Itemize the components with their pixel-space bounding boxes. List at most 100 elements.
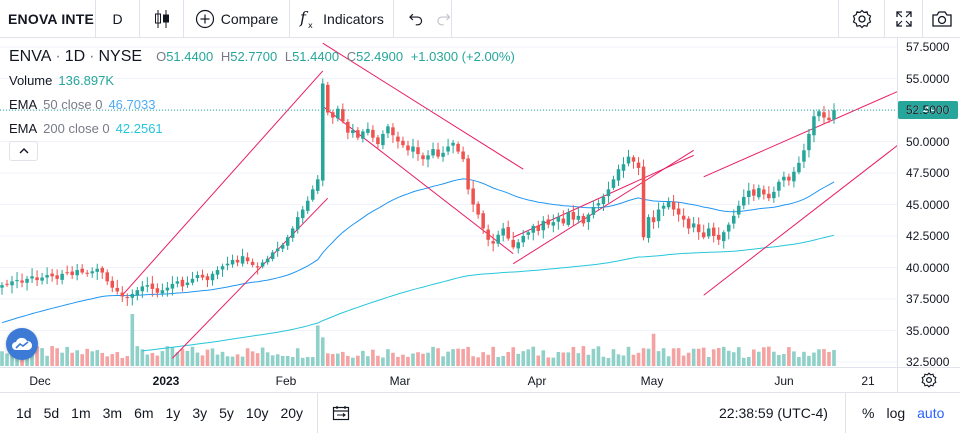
volume-bar [787,347,791,366]
settings-button[interactable] [838,0,884,38]
volume-bar [351,357,355,366]
legend-ticker[interactable]: ENVA [9,48,52,65]
camera-icon [931,11,952,27]
candle-body [601,196,606,204]
chevron-up-icon [19,148,28,154]
candle-body [817,111,821,117]
volume-bar [827,351,831,366]
volume-bar [571,347,576,366]
symbol-search[interactable]: ENOVA INTE [0,0,96,38]
candle-body [581,215,586,224]
legend-volume-row[interactable]: Volume 136.897K [9,69,515,93]
candle-body [777,181,781,191]
volume-bar [716,347,721,366]
range-button-1y[interactable]: 1y [165,405,181,421]
time-axis[interactable]: Dec 2023 Feb Mar Apr May Jun 21 [0,367,897,393]
candle-body [295,217,300,230]
volume-bar [270,355,275,366]
candle-body [476,203,480,215]
candle-body [706,228,711,237]
candle-body [105,272,110,282]
screenshot-button[interactable] [922,0,960,38]
volume-bar [536,355,541,366]
legend-collapse-button[interactable] [9,141,38,161]
price-tick-label: 50.0000 [906,134,950,149]
volume-bar [215,354,220,366]
volume-bar [250,351,255,366]
tradingview-logo[interactable] [6,328,38,360]
volume-bar [396,356,400,366]
candle-body [832,110,836,120]
volume-bar [65,346,69,366]
trend-line [172,197,329,359]
range-button-5d[interactable]: 5d [43,405,60,421]
candle-body [611,179,616,188]
volume-bar [5,353,9,366]
volume-bar [822,349,826,366]
volume-bar [135,346,140,366]
volume-bar [491,346,495,366]
range-button-20y[interactable]: 20y [280,405,304,421]
bottom-toolbar: 1d 5d 1m 3m 6m 1y 3y 5y 10y 20y 22:38:59 (UTC-4) … [0,393,960,433]
candle-body [531,225,536,233]
log-scale-toggle[interactable]: log [886,405,906,421]
fullscreen-button[interactable] [884,0,922,38]
candle-body [521,236,526,243]
price-chart[interactable] [0,38,897,367]
range-button-3m[interactable]: 3m [102,405,123,421]
legend-close: 52.4900 [356,49,404,64]
volume-bar [170,346,175,366]
scale-settings-button[interactable] [897,367,960,393]
volume-bar [671,348,676,366]
candle-body [732,215,736,224]
undo-icon[interactable] [408,12,424,26]
volume-bar [782,354,786,366]
candle-body [376,137,380,145]
timezone-clock[interactable]: 22:38:59 (UTC-4) [719,405,828,421]
range-button-3y[interactable]: 3y [192,405,208,421]
range-button-5y[interactable]: 5y [219,405,234,421]
candle-body [336,108,340,119]
volume-bar [190,346,195,366]
legend-symbol-row: ENVA · 1D · NYSE O51.4400 H52.7700 L51.4… [9,45,515,69]
go-to-date-button[interactable] [317,393,363,433]
compare-button[interactable]: Compare [184,0,290,38]
volume-bar [130,314,135,366]
range-button-1m[interactable]: 1m [71,405,91,421]
settings-icon [852,9,871,29]
auto-scale-toggle[interactable]: auto [917,405,945,421]
redo-icon[interactable] [436,12,452,26]
trend-line [322,42,524,170]
chart-type-button[interactable] [140,0,184,38]
candle-body [205,276,210,281]
range-button-6m[interactable]: 6m [134,405,154,421]
volume-bar [180,348,185,366]
interval-button[interactable]: D [96,0,140,38]
volume-bar [356,355,360,366]
candle-body [255,266,260,268]
candle-body [200,274,205,278]
candle-body [406,145,410,151]
volume-bar [160,351,165,366]
legend-open: 51.4400 [166,49,214,64]
volume-bar [310,357,315,366]
candle-body [511,239,515,248]
price-axis[interactable]: 52.4900 57.5000 55.0000 52.5000 50.0000 47.5… [897,38,960,369]
candle-body [250,261,255,265]
volume-bar [646,348,651,366]
candle-body [737,205,741,215]
candle-body [310,189,315,200]
range-button-1d[interactable]: 1d [16,405,32,421]
percent-scale-toggle[interactable]: % [862,405,875,421]
volume-bar [155,355,160,366]
legend-ema200-row[interactable]: EMA 200 close 0 42.2561 [9,117,515,141]
legend-ohlc: O51.4400 H52.7700 L51.4400 C52.4900 +1.0… [156,49,515,64]
legend-ema50-row[interactable]: EMA 50 close 0 46.7033 [9,93,515,117]
undo-redo-group [394,0,452,38]
volume-bar [696,348,701,366]
volume-bar [185,350,190,366]
range-button-10y[interactable]: 10y [245,405,269,421]
volume-bar [551,357,556,366]
